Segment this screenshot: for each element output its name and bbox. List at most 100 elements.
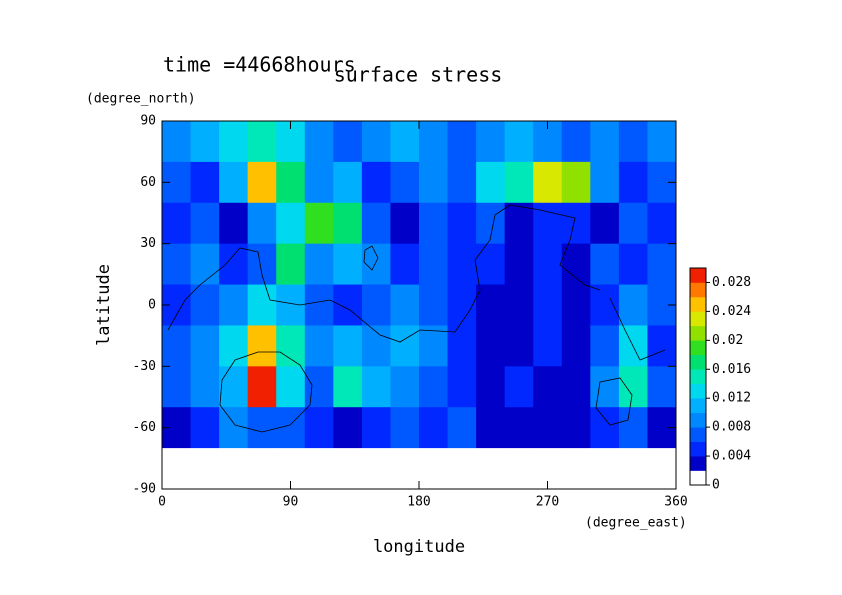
cell — [219, 407, 249, 449]
cell — [561, 161, 591, 204]
y-unit: (degree_north) — [86, 92, 196, 107]
cell — [390, 366, 420, 408]
cell — [504, 407, 534, 449]
colorbar-swatch — [690, 456, 706, 471]
colorbar-swatch — [690, 340, 706, 356]
cell — [476, 366, 506, 408]
y-tick-label: 0 — [148, 298, 156, 313]
coastline — [595, 297, 666, 426]
cell — [618, 366, 648, 408]
x-tick-label: 180 — [407, 495, 430, 510]
cell — [561, 284, 591, 326]
cell — [247, 366, 277, 408]
cell — [618, 284, 648, 326]
cell — [419, 448, 449, 490]
cell — [647, 366, 677, 408]
cell — [304, 121, 334, 163]
coastline — [363, 245, 379, 271]
colorbar-tick-label: 0.028 — [712, 275, 751, 290]
cell — [390, 325, 420, 367]
cell — [190, 121, 220, 163]
cell — [476, 121, 506, 163]
cell — [219, 284, 249, 326]
cell — [476, 448, 506, 490]
x-axis-label: longitude — [373, 537, 465, 557]
colorbar-tick-label: 0.016 — [712, 362, 751, 377]
cell — [361, 202, 391, 245]
cell — [561, 202, 591, 245]
cell — [304, 202, 334, 245]
cell — [190, 325, 220, 367]
cell — [361, 448, 391, 490]
cell — [276, 243, 306, 286]
cell — [447, 243, 477, 286]
cell — [618, 161, 648, 204]
cell — [304, 243, 334, 286]
cell — [190, 161, 220, 204]
colorbar-swatch — [690, 398, 706, 413]
cell — [162, 366, 192, 408]
cell — [533, 243, 563, 286]
colorbar-swatch — [690, 354, 706, 370]
cell — [419, 407, 449, 449]
cell — [647, 448, 677, 490]
coastline — [219, 351, 313, 433]
cell — [419, 284, 449, 326]
cell — [504, 325, 534, 367]
cell — [419, 243, 449, 286]
x-tick-label: 0 — [158, 495, 166, 510]
cell — [419, 325, 449, 367]
cell — [247, 325, 277, 367]
cell — [590, 407, 620, 449]
colorbar-swatch — [690, 369, 706, 385]
cell — [504, 161, 534, 204]
cell — [276, 325, 306, 367]
colorbar-tick-label: 0.02 — [712, 333, 743, 348]
x-tick-label: 90 — [283, 495, 299, 510]
y-tick-label: -60 — [133, 420, 156, 435]
cell — [476, 161, 506, 204]
cell — [333, 366, 363, 408]
cell — [419, 202, 449, 245]
cell — [590, 202, 620, 245]
cell — [276, 407, 306, 449]
cell — [504, 366, 534, 408]
colorbar-tick-label: 0 — [712, 478, 720, 493]
cell — [590, 284, 620, 326]
cell — [304, 161, 334, 204]
cell — [333, 448, 363, 490]
cell — [247, 161, 277, 204]
cell — [304, 284, 334, 326]
colorbar-swatch — [690, 311, 706, 327]
y-tick-label: 90 — [140, 114, 156, 129]
cell — [219, 121, 249, 163]
cell — [162, 448, 192, 490]
cell — [190, 366, 220, 408]
x-tick-label: 360 — [664, 495, 687, 510]
colorbar-swatch — [690, 412, 706, 428]
cell — [219, 448, 249, 490]
cell — [304, 325, 334, 367]
colorbar-swatch — [690, 470, 706, 486]
cell — [533, 284, 563, 326]
cell — [333, 243, 363, 286]
x-unit: (degree_east) — [585, 516, 687, 531]
colorbar-swatch — [690, 441, 706, 457]
cell — [304, 407, 334, 449]
cell — [219, 202, 249, 245]
colorbar-swatch — [690, 325, 706, 341]
cell — [190, 448, 220, 490]
cell — [447, 161, 477, 204]
cell — [647, 325, 677, 367]
cell — [304, 448, 334, 490]
cell — [219, 161, 249, 204]
cell — [304, 366, 334, 408]
cell — [361, 366, 391, 408]
cell — [361, 121, 391, 163]
cell — [647, 243, 677, 286]
cell — [590, 325, 620, 367]
cell — [504, 448, 534, 490]
colorbar-swatch — [690, 282, 706, 298]
cell — [390, 407, 420, 449]
cell — [618, 407, 648, 449]
